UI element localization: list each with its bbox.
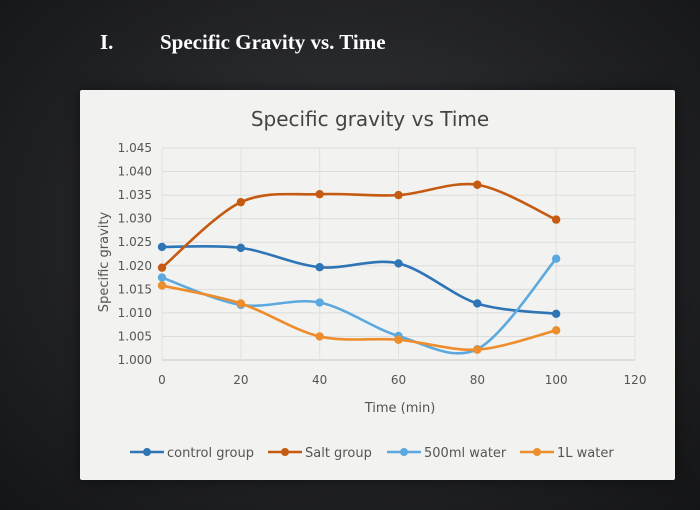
heading-number: I. <box>100 30 114 54</box>
legend-marker <box>143 448 151 456</box>
y-tick-label: 1.005 <box>118 329 152 343</box>
chart-grid <box>161 147 636 361</box>
y-tick-label: 1.035 <box>118 188 152 202</box>
series-line <box>160 182 558 269</box>
y-tick-label: 1.015 <box>118 282 152 296</box>
y-axis-label: Specific gravity <box>97 212 112 313</box>
data-point <box>551 254 561 263</box>
x-tick-label: 100 <box>545 373 568 387</box>
y-tick-label: 1.040 <box>118 165 152 179</box>
series-salt-group <box>157 180 561 272</box>
x-tick-label: 60 <box>391 373 406 387</box>
data-point <box>394 190 403 200</box>
line-chart: Specific gravity vs Time 1.000 1.005 1.010… <box>97 107 646 461</box>
data-point <box>157 281 167 290</box>
chart-card: Specific gravity vs Time 1.000 1.005 1.010… <box>80 90 675 480</box>
data-point <box>236 197 246 207</box>
legend-label: Salt group <box>305 446 372 461</box>
x-tick-label: 80 <box>470 373 485 387</box>
data-point <box>394 259 403 268</box>
y-tick-label: 1.030 <box>118 212 152 226</box>
x-tick-label: 120 <box>624 373 647 387</box>
legend-marker <box>281 448 289 456</box>
x-tick-label: 20 <box>233 373 248 387</box>
data-point <box>473 345 482 354</box>
x-tick-label: 40 <box>312 373 327 387</box>
data-point <box>236 243 246 253</box>
chart-title: Specific gravity vs Time <box>251 107 489 131</box>
series-line <box>160 244 558 316</box>
legend-marker <box>400 448 408 456</box>
x-axis-label: Time (min) <box>364 401 436 416</box>
data-point <box>315 262 324 272</box>
data-point <box>394 335 403 344</box>
series-line <box>160 257 558 355</box>
legend-marker <box>533 448 541 456</box>
series-line <box>160 284 558 352</box>
data-point <box>551 215 561 224</box>
data-point <box>157 273 167 282</box>
data-point <box>473 299 482 308</box>
data-point <box>157 242 167 252</box>
data-point <box>236 299 246 308</box>
x-tick-labels: 0 20 40 60 80 100 120 <box>158 373 646 387</box>
legend-label: 1L water <box>557 446 614 461</box>
data-point <box>551 309 561 319</box>
y-tick-label: 1.010 <box>118 306 152 320</box>
y-tick-label: 1.025 <box>118 235 152 249</box>
data-point <box>551 326 561 335</box>
data-point <box>315 332 324 341</box>
y-tick-label: 1.000 <box>118 353 152 367</box>
series-control-group <box>157 242 561 319</box>
y-tick-label: 1.020 <box>118 259 152 273</box>
y-tick-label: 1.045 <box>118 141 152 155</box>
x-tick-label: 0 <box>158 373 166 387</box>
series-1l-water <box>157 281 561 354</box>
data-point <box>315 189 324 199</box>
legend-label: 500ml water <box>424 446 507 461</box>
heading-title: Specific Gravity vs. Time <box>160 30 386 54</box>
data-point <box>473 180 482 189</box>
legend-label: control group <box>167 446 254 461</box>
data-point <box>315 298 324 307</box>
series-layer <box>157 180 561 355</box>
data-point <box>157 263 167 272</box>
legend: control group Salt group 500ml water 1L wat… <box>130 446 614 461</box>
y-tick-labels: 1.000 1.005 1.010 1.015 1.020 1.025 1.030 1.035… <box>118 141 152 367</box>
